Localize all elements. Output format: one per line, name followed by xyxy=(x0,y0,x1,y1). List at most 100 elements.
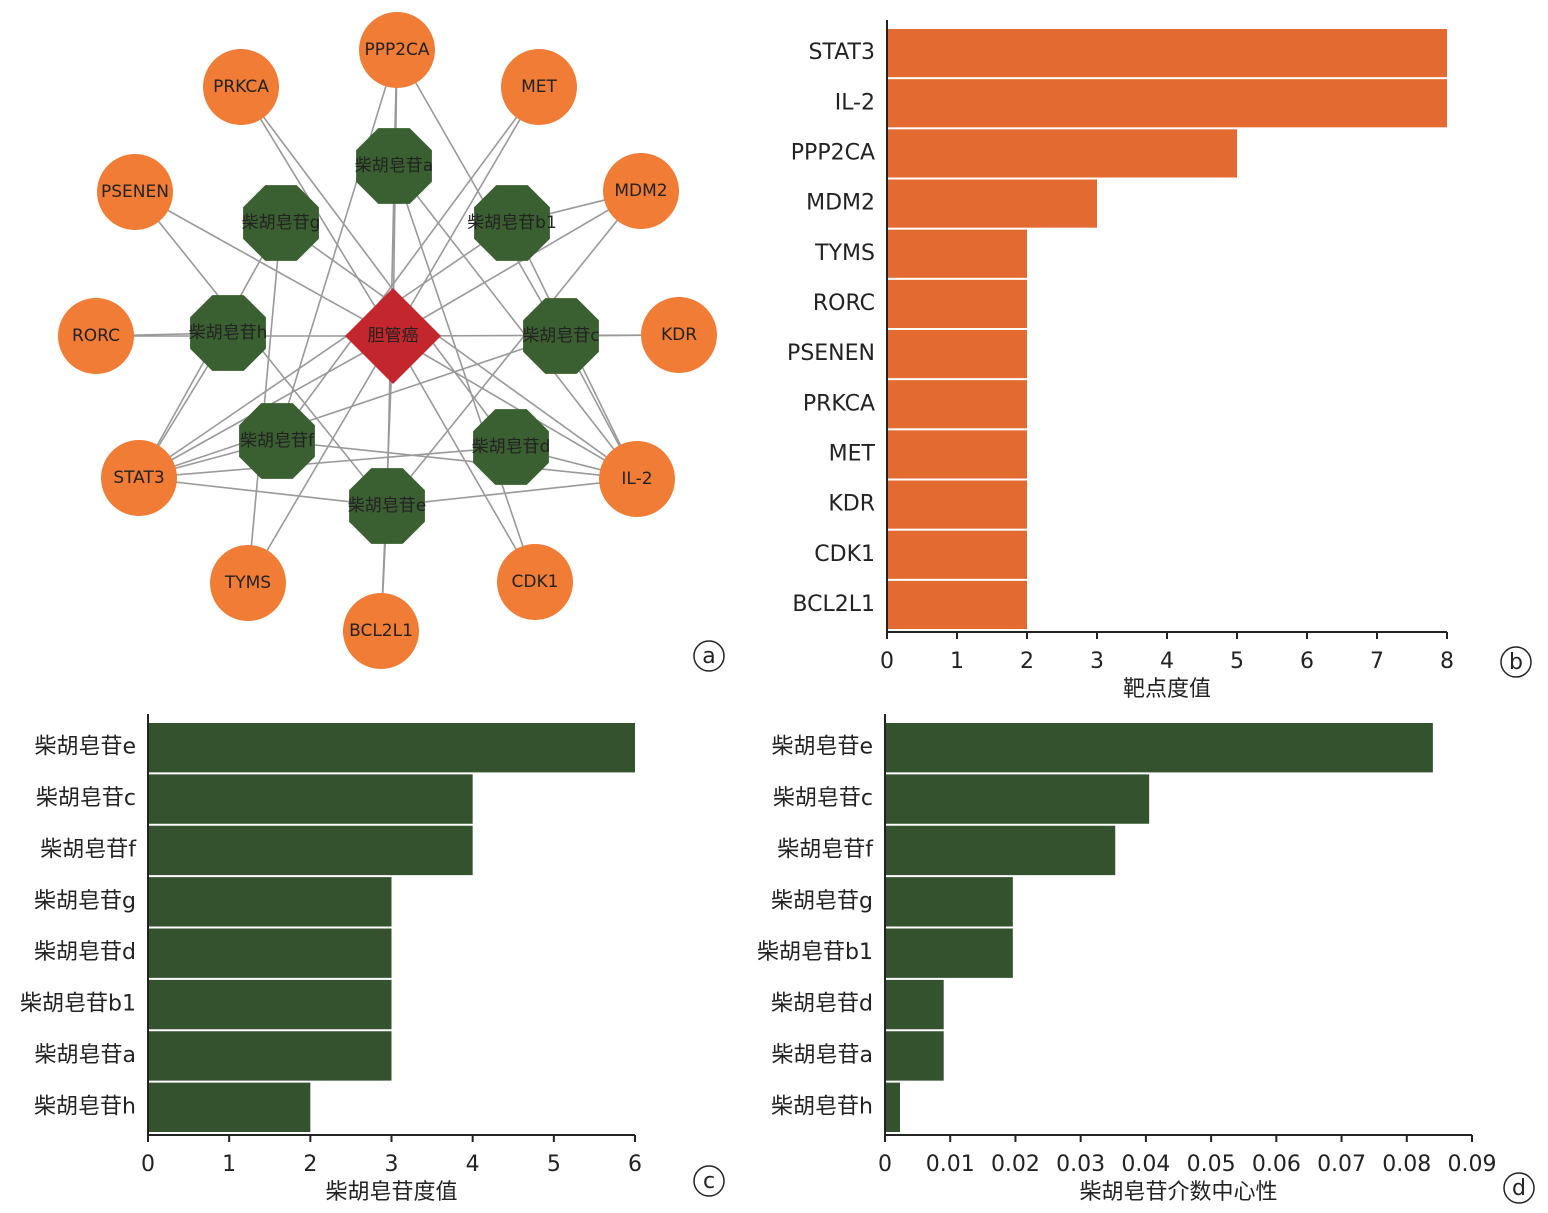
y-tick-label: 柴胡皂苷f xyxy=(777,837,874,862)
node-label: IL-2 xyxy=(621,469,652,489)
y-tick-label: KDR xyxy=(828,492,875,517)
bar xyxy=(148,877,392,927)
node-label: PPP2CA xyxy=(364,40,429,60)
node-label: MET xyxy=(521,77,557,97)
y-tick-label: 柴胡皂苷h xyxy=(34,1094,136,1119)
y-tick-label: 柴胡皂苷f xyxy=(40,837,137,862)
edge xyxy=(134,191,394,337)
edge xyxy=(393,165,536,583)
panel-badge xyxy=(693,640,725,672)
y-tick-label: TYMS xyxy=(814,241,875,266)
edge xyxy=(396,49,562,337)
target-node xyxy=(603,153,679,229)
x-tick-label: 0.01 xyxy=(926,1152,975,1177)
node-label: STAT3 xyxy=(113,468,164,488)
x-tick-label: 6 xyxy=(628,1152,642,1177)
edge xyxy=(392,335,638,480)
bar xyxy=(885,877,1013,927)
edge xyxy=(386,49,398,507)
bar xyxy=(148,774,473,824)
bar xyxy=(887,430,1027,479)
x-tick-label: 5 xyxy=(547,1152,561,1177)
edge xyxy=(138,335,562,479)
panel-label: b xyxy=(1509,650,1523,675)
y-tick-label: 柴胡皂苷b1 xyxy=(757,940,873,965)
network: 胆管癌 PPP2CA PRKCA MET PSENEN MDM2 RORC KDR STAT3 I… xyxy=(58,12,717,669)
node-label: 柴胡皂苷c xyxy=(522,326,599,346)
node-label: PRKCA xyxy=(213,77,269,97)
bar xyxy=(887,380,1027,429)
bar xyxy=(885,928,1013,978)
bar xyxy=(887,330,1027,379)
y-tick-label: PPP2CA xyxy=(791,140,875,165)
edge xyxy=(392,86,540,337)
edge xyxy=(386,478,638,507)
node-label: KDR xyxy=(661,325,697,345)
node-label: MDM2 xyxy=(614,181,667,201)
x-tick-label: 2 xyxy=(1020,649,1034,674)
bar xyxy=(887,530,1027,579)
y-tick-label: 柴胡皂苷a xyxy=(772,1043,873,1068)
x-tick-label: 0 xyxy=(141,1152,155,1177)
x-tick-label: 0.02 xyxy=(991,1152,1040,1177)
x-tick-label: 1 xyxy=(950,649,964,674)
x-tick-label: 0.07 xyxy=(1317,1152,1366,1177)
edge xyxy=(393,165,638,480)
y-tick-label: BCL2L1 xyxy=(792,592,875,617)
edge xyxy=(138,446,512,479)
node-label: CDK1 xyxy=(512,572,559,592)
bar xyxy=(887,229,1027,278)
bar xyxy=(887,29,1447,78)
bar xyxy=(887,79,1447,128)
y-tick-label: STAT3 xyxy=(809,40,875,65)
edge xyxy=(240,86,512,448)
edge xyxy=(247,222,282,584)
target-node xyxy=(210,545,286,621)
x-tick-label: 3 xyxy=(1090,649,1104,674)
compound-node xyxy=(474,185,550,261)
target-node xyxy=(359,12,435,88)
y-tick-label: 柴胡皂苷g xyxy=(771,889,873,914)
node-label: BCL2L1 xyxy=(349,621,413,641)
bar xyxy=(148,825,473,876)
edge xyxy=(247,335,394,584)
x-tick-label: 0.04 xyxy=(1121,1152,1170,1177)
x-tick-label: 3 xyxy=(385,1152,399,1177)
x-tick-label: 8 xyxy=(1440,649,1454,674)
y-tick-label: 柴胡皂苷d xyxy=(34,940,136,965)
y-tick-label: PSENEN xyxy=(787,341,875,366)
x-tick-label: 0.03 xyxy=(1056,1152,1105,1177)
y-tick-label: 柴胡皂苷g xyxy=(34,889,136,914)
x-tick-label: 0.09 xyxy=(1448,1152,1497,1177)
panel-labels: a b c d xyxy=(693,640,1535,1204)
bar xyxy=(148,928,392,978)
target-node xyxy=(641,297,717,373)
edge xyxy=(392,335,536,583)
panel-badge xyxy=(1503,1172,1535,1204)
edge xyxy=(276,49,398,442)
x-tick-label: 1 xyxy=(222,1152,236,1177)
y-tick-label: 柴胡皂苷d xyxy=(771,992,873,1017)
target-node xyxy=(343,593,419,669)
x-axis-title: 柴胡皂苷度值 xyxy=(325,1180,457,1205)
bar xyxy=(885,1031,944,1081)
target-node xyxy=(97,154,173,230)
bar xyxy=(148,1031,392,1081)
node-label: 柴胡皂苷a xyxy=(355,156,433,176)
bar xyxy=(887,129,1237,178)
compound-node xyxy=(190,295,266,371)
node-label: PSENEN xyxy=(101,182,169,202)
bar xyxy=(885,979,944,1030)
y-tick-label: 柴胡皂苷b1 xyxy=(20,992,136,1017)
x-tick-label: 2 xyxy=(303,1152,317,1177)
compound-node xyxy=(239,403,315,479)
x-tick-label: 4 xyxy=(1160,649,1174,674)
node-label: 柴胡皂苷g xyxy=(242,213,321,233)
edge xyxy=(276,440,638,480)
y-tick-label: PRKCA xyxy=(803,391,875,416)
y-tick-label: 柴胡皂苷h xyxy=(771,1094,873,1119)
target-node xyxy=(58,298,134,374)
target-node xyxy=(497,544,573,620)
edge xyxy=(138,477,388,507)
